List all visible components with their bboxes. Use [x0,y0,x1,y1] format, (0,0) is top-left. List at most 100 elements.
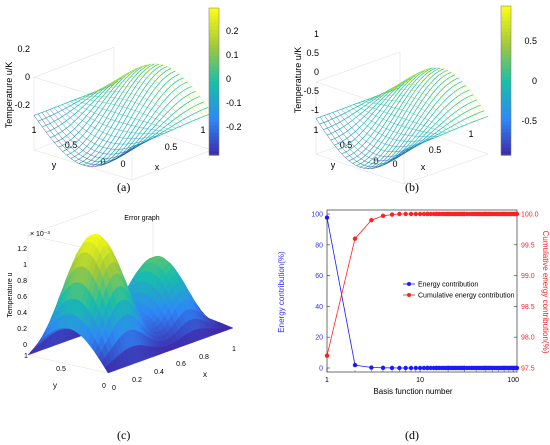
panel-d-series-1-point-5 [397,211,402,217]
panel-a-cbtick-1: 0.2 [226,26,239,36]
panel-a-colorbar-step-37 [209,143,219,149]
panel-c-ztick-2: 1 [23,262,27,269]
panel-b-colorbar-step-19 [501,76,511,82]
panel-b-colorbar-step-9 [501,39,511,44]
panel-c-ytick-1: 1 [24,353,28,360]
panel-b-mesh-col-0 [315,118,405,169]
panel-b-mesh-col-4 [332,112,421,157]
panel-b-colorbar-step-26 [501,102,511,108]
panel-a-colorbar-step-7 [209,33,219,38]
panel-c-ztick-5: 0.4 [17,310,27,317]
panel-a-mesh-col-18 [105,68,205,117]
panel-b-colorbar-step-35 [501,136,511,141]
panel-b-mesh-col-15 [378,84,468,125]
panel-a-colorbar-step-5 [209,26,219,31]
panel-d-ylabel-right: Cumulative energy contribution(%) [541,231,550,354]
panel-b-colorbar-step-7 [501,32,511,37]
panel-d-yright-label-2: 98.5 [521,304,535,311]
panel-a-colorbar-step-20 [209,81,219,86]
panel-b-mesh-col-20 [399,67,489,117]
panel-a-mesh-col-19 [109,65,209,115]
panel-a-mesh-col-5 [53,107,153,150]
panel-b-colorbar-step-29 [501,114,511,119]
panel-b-mesh-col-14 [374,89,463,127]
panel-b-xtick-1: 0 [392,159,397,169]
panel-a-mesh-col-13 [85,91,185,125]
panel-c-ztick-6: 0.2 [17,326,27,333]
panel-a-mesh-col-2 [41,112,141,163]
panel-b-top-edge [315,51,405,113]
panel-b-ytick-1: 1 [313,125,318,135]
panel-c-xtick-1: 0 [112,385,116,392]
panel-a-colorbar-step-30 [209,118,219,123]
panel-a-mesh-col-14 [89,86,189,124]
panel-d-series-1-point-0 [324,353,330,358]
panel-d-series-1-point-8 [413,211,419,217]
panel-d-series-1-point-6 [403,211,408,217]
panel-b-colorbar-step-18 [501,73,511,78]
panel-a-zlabel: Temperature u/K [4,62,14,129]
panel-d-series-0-point-2 [369,365,374,370]
panel-b-colorbar-step-11 [501,46,511,52]
panel-a-mesh-col-7 [61,104,161,139]
panel-a-xtick-1: 0 [120,159,125,169]
panel-a-colorbar-step-4 [209,22,219,27]
panel-b-colorbar-step-24 [501,95,511,100]
panel-a-colorbar-step-10 [209,44,219,50]
panel-c-zlabel: Temperature u [7,272,14,317]
panel-a-colorbar-step-24 [209,96,219,101]
panel-b-colorbar-step-38 [501,147,511,152]
panel-c-error-surface: Error graph × 10⁻³ Temperature u 1.2 1 0… [7,210,236,392]
panel-b-mesh-col-3 [328,113,417,161]
panel-b-colorbar-step-10 [501,43,511,48]
panel-a-colorbar-step-33 [209,129,219,134]
panel-a-surface-plot: Temperature u/K 0.2 0 -0.2 1 0.5 0 y 0 0… [4,7,242,181]
panel-b-colorbar-step-20 [501,80,511,85]
panel-a-colorbar-step-38 [209,147,219,152]
panel-b-mesh-col-17 [387,75,476,122]
panel-a-colorbar-step-28 [209,110,219,116]
panel-c-xtick-4: 0.6 [176,361,186,368]
panel-a-ytick-1: 1 [31,125,36,135]
panel-a-xtick-3: 1 [200,125,205,135]
panel-a-colorbar-step-26 [209,103,219,108]
panel-d-legend-marker-1 [407,293,411,297]
panel-b-mesh-col-5 [336,110,426,153]
panel-a-colorbar-step-14 [209,59,219,64]
panel-a-colorbar-step-39 [209,151,219,156]
panel-d-series-1-tail-point-0 [421,211,427,217]
panel-a-colorbar-step-9 [209,41,219,46]
panel-b-colorbar-step-17 [501,69,511,74]
panel-d-yleft-label-0: 0 [319,366,323,373]
panel-a-colorbar-step-22 [209,88,219,94]
panel-c-xtick-6: 1 [232,346,236,353]
panel-d-energy-chart: Energy contribution(%) Cumulative energy… [277,209,550,395]
panel-d-yright-label-4: 99.5 [521,242,535,249]
panel-a-mesh-col-6 [57,106,157,145]
panel-b-cbtick-2: 0 [532,76,537,86]
panel-b-colorbar-step-25 [501,99,511,104]
panel-d-series-0-point-7 [408,365,414,371]
panel-d-legend-label-0: Energy contribution [418,282,478,289]
panel-b-colorbar-step-39 [501,151,511,156]
panel-b-mesh-col-6 [341,109,430,147]
panel-b-colorbar-step-27 [501,106,511,111]
panel-d-series-1-point-1 [352,236,358,241]
panel-b-xlabel: x [421,162,426,172]
panel-b-ztick-3: 0 [314,67,319,77]
panel-b-ytick-3: 0 [373,156,378,166]
panel-b-colorbar-step-6 [501,28,511,33]
panel-b-mesh-col-8 [349,105,438,137]
panel-d-yright-label-5: 100.0 [521,212,539,219]
panel-b-colorbar-step-21 [501,84,511,89]
panel-a-colorbar-step-18 [209,74,219,79]
panel-b-colorbar-step-1 [501,9,511,15]
panel-b-cbtick-3: -0.5 [521,116,537,126]
panel-c-xtick-5: 0.8 [199,354,209,361]
panel-a-colorbar-step-36 [209,140,219,145]
panel-a-colorbar-step-12 [209,52,219,57]
panel-b-surface [315,67,489,170]
panel-d-series-0-point-1 [352,362,358,368]
caption-c: (c) [117,428,131,442]
panel-d-yleft-label-4: 80 [315,242,323,249]
